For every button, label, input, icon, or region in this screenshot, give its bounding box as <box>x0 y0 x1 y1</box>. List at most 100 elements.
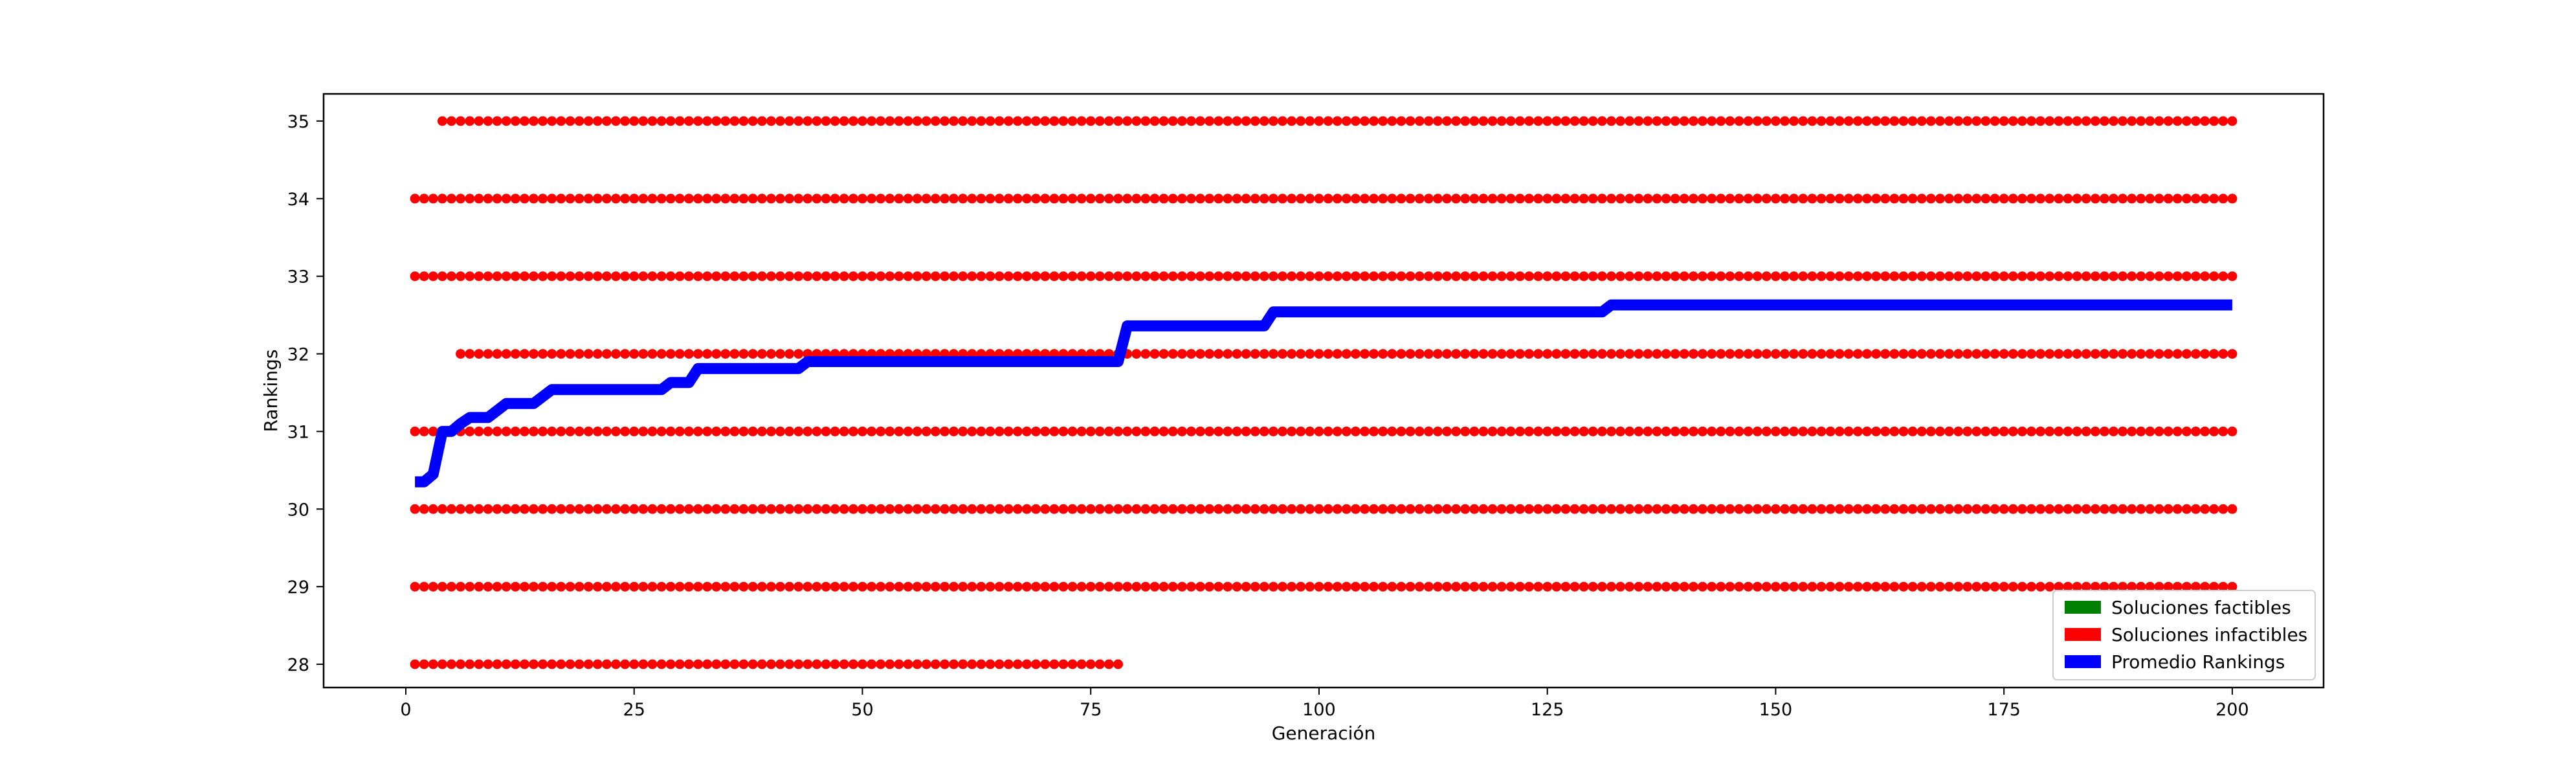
scatter-point <box>620 659 630 669</box>
scatter-point <box>1186 349 1196 359</box>
scatter-point <box>510 426 520 436</box>
scatter-point <box>1551 504 1562 514</box>
scatter-point <box>601 581 612 592</box>
scatter-point <box>2154 426 2164 436</box>
scatter-point <box>2145 116 2155 126</box>
scatter-point <box>766 426 776 436</box>
scatter-point <box>1780 116 1790 126</box>
scatter-point <box>994 659 1005 669</box>
scatter-point <box>1944 116 1954 126</box>
scatter-point <box>1780 426 1790 436</box>
scatter-point <box>1634 116 1644 126</box>
scatter-point <box>1606 426 1616 436</box>
scatter-point <box>2045 581 2055 592</box>
scatter-point <box>2227 271 2237 282</box>
scatter-point <box>1469 581 1480 592</box>
scatter-point <box>1058 504 1069 514</box>
scatter-point <box>2209 271 2219 282</box>
scatter-point <box>903 581 913 592</box>
scatter-point <box>2163 116 2173 126</box>
scatter-point <box>1643 194 1653 204</box>
scatter-point <box>1990 271 2000 282</box>
scatter-point <box>2072 194 2082 204</box>
scatter-point <box>1652 581 1662 592</box>
scatter-point <box>2099 426 2109 436</box>
scatter-point <box>1770 426 1781 436</box>
scatter-point <box>2163 504 2173 514</box>
scatter-point <box>794 349 804 359</box>
scatter-point <box>738 349 749 359</box>
scatter-point <box>683 581 694 592</box>
scatter-point <box>1880 349 1891 359</box>
scatter-point <box>1341 194 1351 204</box>
scatter-point <box>1387 504 1397 514</box>
scatter-point <box>474 659 484 669</box>
scatter-point <box>1597 271 1607 282</box>
scatter-point <box>1688 504 1698 514</box>
scatter-point <box>839 504 849 514</box>
scatter-point <box>812 116 822 126</box>
scatter-point <box>1131 504 1142 514</box>
scatter-point <box>940 426 949 436</box>
scatter-point <box>538 194 548 204</box>
scatter-point <box>1149 271 1160 282</box>
scatter-point <box>2017 426 2027 436</box>
scatter-point <box>574 426 584 436</box>
scatter-point <box>2218 116 2228 126</box>
scatter-point <box>757 504 767 514</box>
scatter-point <box>565 581 575 592</box>
scatter-point <box>474 349 484 359</box>
scatter-point <box>1999 426 2009 436</box>
scatter-point <box>1067 659 1078 669</box>
scatter-point <box>994 271 1005 282</box>
scatter-point <box>474 194 484 204</box>
scatter-point <box>1149 116 1160 126</box>
scatter-point <box>1953 504 1964 514</box>
scatter-point <box>1205 349 1215 359</box>
scatter-point <box>2054 426 2064 436</box>
scatter-point <box>2136 504 2146 514</box>
scatter-point <box>1186 271 1196 282</box>
scatter-point <box>1323 271 1333 282</box>
scatter-point <box>1341 349 1351 359</box>
scatter-point <box>2099 116 2109 126</box>
scatter-point <box>1442 194 1452 204</box>
scatter-point <box>2181 581 2192 592</box>
scatter-point <box>2099 194 2109 204</box>
scatter-point <box>1122 194 1133 204</box>
scatter-point <box>867 581 877 592</box>
scatter-row-28 <box>410 659 1123 669</box>
scatter-point <box>949 194 959 204</box>
scatter-point <box>1953 271 1964 282</box>
scatter-point <box>1423 271 1434 282</box>
scatter-point <box>803 116 813 126</box>
scatter-point <box>766 581 776 592</box>
scatter-point <box>766 349 776 359</box>
scatter-point <box>2172 116 2182 126</box>
scatter-point <box>2200 116 2210 126</box>
scatter-point <box>2118 504 2128 514</box>
scatter-point <box>1871 504 1882 514</box>
scatter-point <box>1067 116 1078 126</box>
scatter-point <box>483 659 493 669</box>
scatter-point <box>592 349 603 359</box>
scatter-point <box>2200 504 2210 514</box>
scatter-point <box>1021 116 1032 126</box>
scatter-point <box>1971 504 1982 514</box>
scatter-point <box>748 116 758 126</box>
scatter-point <box>921 194 931 204</box>
scatter-point <box>1332 349 1342 359</box>
scatter-point <box>1926 349 1936 359</box>
scatter-point <box>784 659 795 669</box>
scatter-point <box>711 659 722 669</box>
scatter-point <box>1616 194 1626 204</box>
scatter-point <box>894 271 904 282</box>
scatter-point <box>1021 581 1032 592</box>
scatter-point <box>757 271 767 282</box>
scatter-point <box>1725 116 1735 126</box>
scatter-point <box>437 581 447 592</box>
scatter-point <box>1688 426 1698 436</box>
scatter-point <box>1734 271 1744 282</box>
scatter-point <box>1707 504 1717 514</box>
scatter-point <box>428 426 438 436</box>
